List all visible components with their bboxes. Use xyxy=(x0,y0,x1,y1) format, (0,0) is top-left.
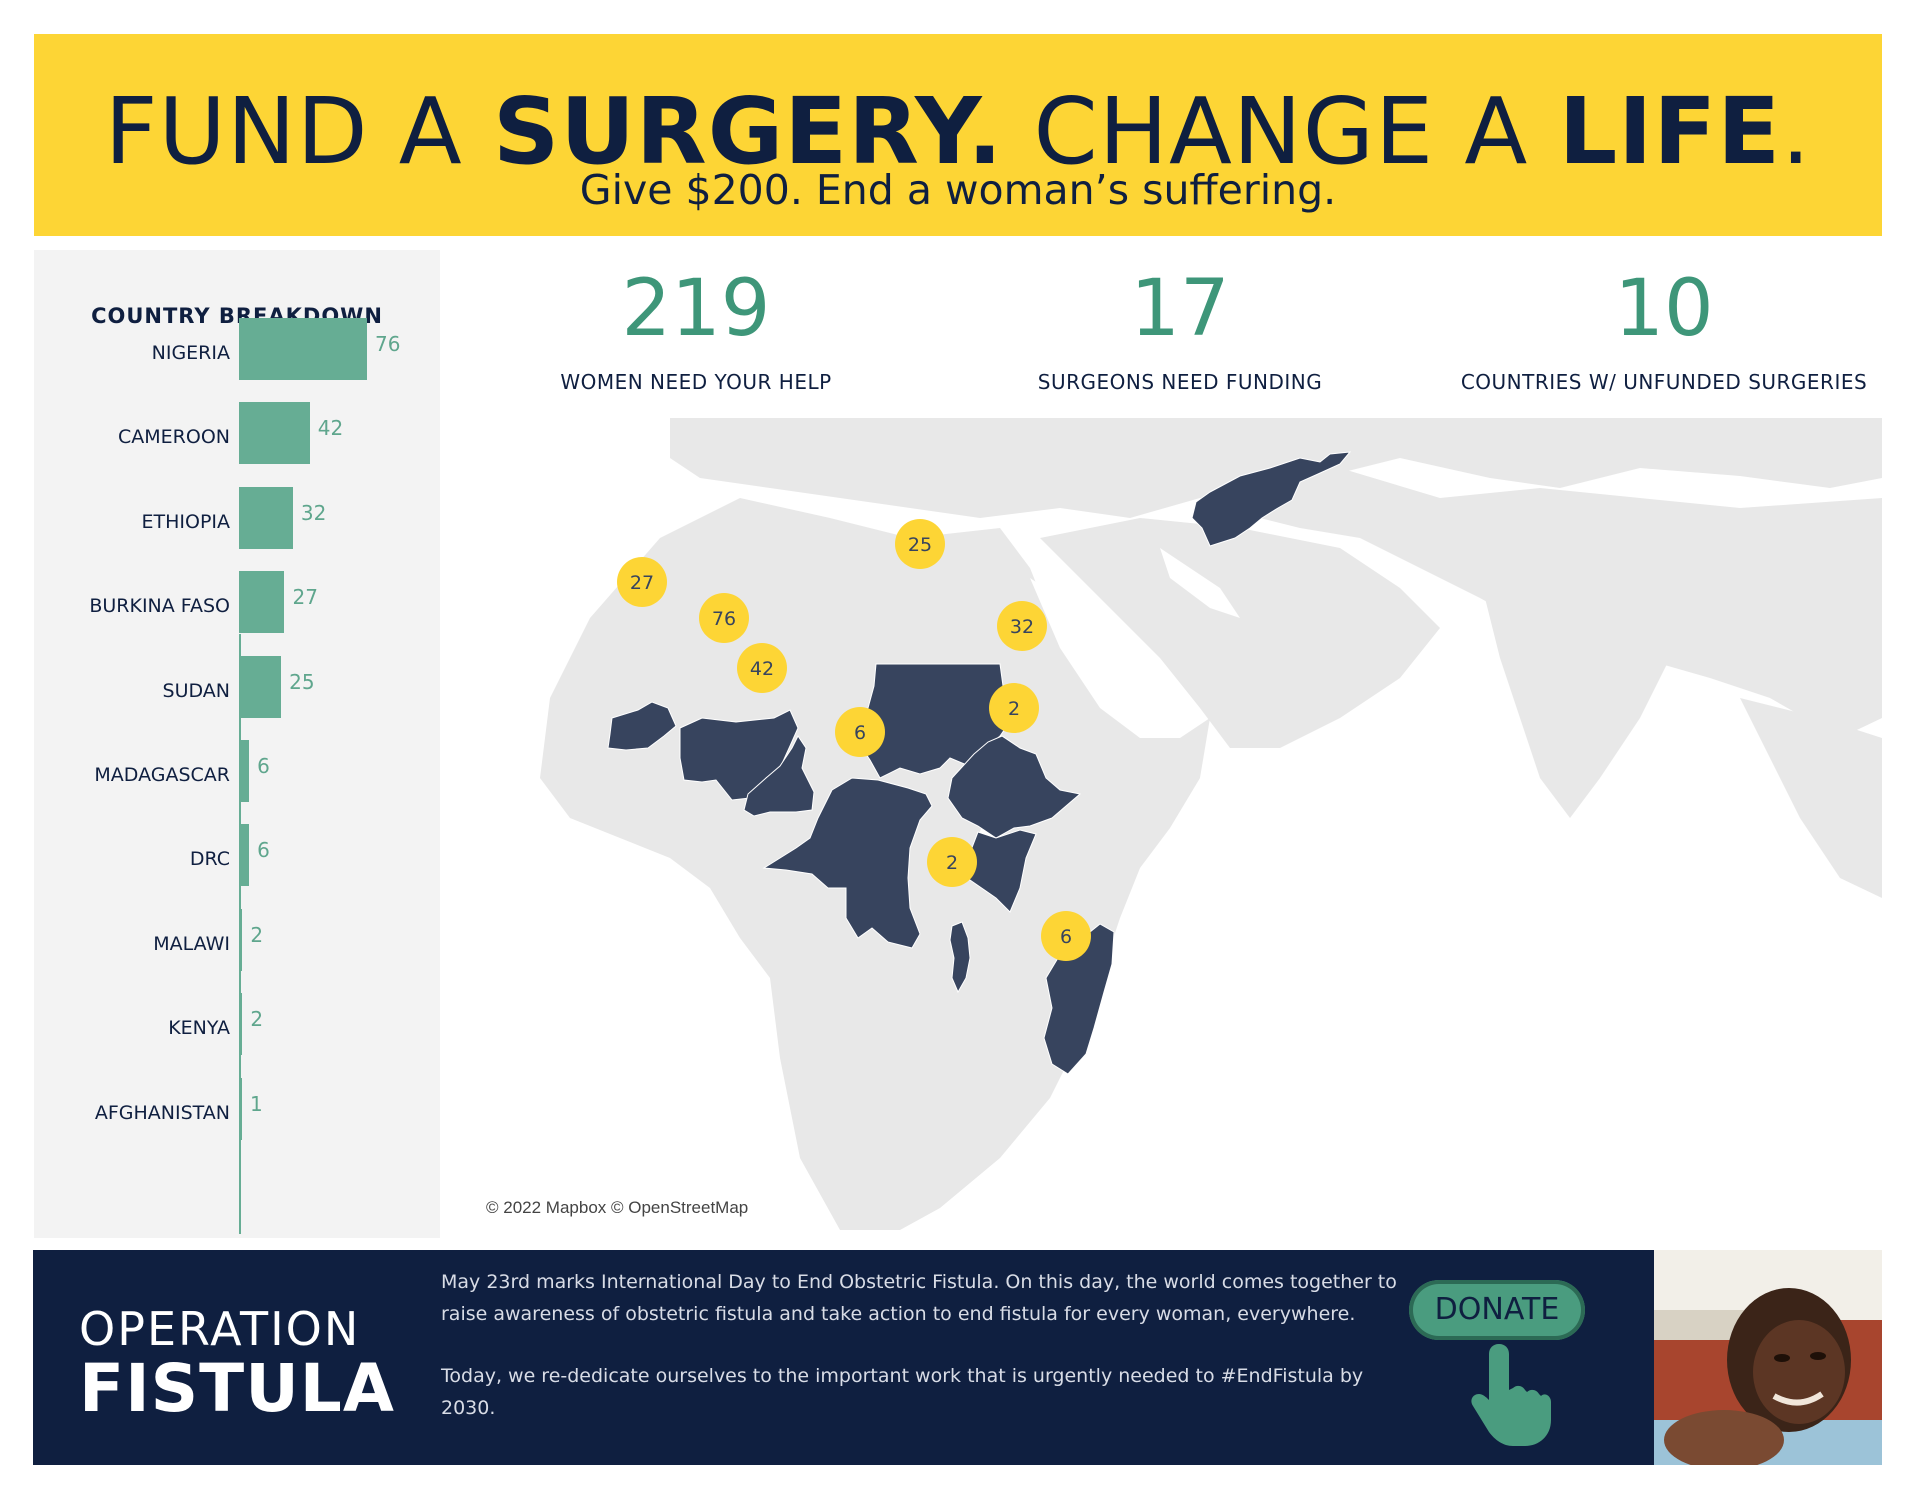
map-marker[interactable] xyxy=(617,557,667,607)
bar-label: KENYA xyxy=(168,1017,230,1040)
bar-row[interactable]: ETHIOPIA 32 xyxy=(34,486,440,571)
kpi-countries-label: COUNTRIES W/ UNFUNDED SURGERIES xyxy=(1460,370,1868,394)
donate-button[interactable]: DONATE xyxy=(1409,1280,1585,1340)
bar-label: BURKINA FASO xyxy=(89,595,230,618)
bar[interactable] xyxy=(239,402,310,465)
footer-paragraph-2: Today, we re-dedicate ourselves to the i… xyxy=(441,1365,1364,1419)
bar-value-label: 27 xyxy=(292,585,318,610)
bar-label: DRC xyxy=(189,848,230,871)
map-marker[interactable] xyxy=(895,519,945,569)
country-cameroon[interactable] xyxy=(743,735,815,817)
bar[interactable] xyxy=(239,1077,242,1140)
bar-value-label: 6 xyxy=(257,754,270,778)
bar-row[interactable]: MALAWI 2 xyxy=(34,908,440,993)
bar-value-label: 2 xyxy=(250,922,264,947)
logo-fistula: FISTULA xyxy=(79,1350,395,1427)
bar-row[interactable]: KENYA 2 xyxy=(34,993,440,1077)
country-breakdown-panel: COUNTRY BREAKDOWN NIGERIA 76 CAMEROON 42 ETH… xyxy=(34,250,440,1238)
country-drc[interactable] xyxy=(762,777,933,949)
bar[interactable] xyxy=(239,824,250,887)
bar-value-label: 76 xyxy=(375,332,401,356)
country-afghanistan[interactable] xyxy=(1191,451,1352,547)
bar-value-label: 42 xyxy=(317,416,344,441)
woman-photo xyxy=(1654,1250,1882,1465)
footer-paragraph-1: May 23rd marks International Day to End … xyxy=(441,1271,1397,1325)
map-marker[interactable] xyxy=(997,601,1047,651)
bar-label: SUDAN xyxy=(162,679,230,702)
kpi-women-label: WOMEN NEED YOUR HELP xyxy=(560,370,832,394)
bar-row[interactable]: DRC 6 xyxy=(34,824,440,908)
bar[interactable] xyxy=(239,486,293,549)
country-malawi[interactable] xyxy=(949,921,971,994)
map-marker-label: 6 xyxy=(1060,926,1072,948)
bar-label: ETHIOPIA xyxy=(141,510,230,533)
map-marker-label: 32 xyxy=(1010,616,1034,638)
map-marker[interactable] xyxy=(699,593,749,643)
bar[interactable] xyxy=(239,993,243,1056)
kpi-countries-value: 10 xyxy=(1614,264,1714,354)
bar-value-label: 1 xyxy=(250,1091,263,1116)
banner-title: FUND A SURGERY. CHANGE A LIFE. xyxy=(104,78,1812,185)
map-markers: 125277632422626 xyxy=(617,519,1091,961)
map-marker-label: 2 xyxy=(1008,698,1020,720)
map-marker[interactable] xyxy=(989,683,1039,733)
bar-row[interactable]: NIGERIA 76 xyxy=(34,318,440,402)
bar-row[interactable]: CAMEROON 42 xyxy=(34,402,440,486)
map-marker[interactable] xyxy=(737,643,787,693)
map-marker[interactable] xyxy=(835,707,885,757)
kpi-surgeons-value: 17 xyxy=(1130,264,1230,354)
footer: OPERATION FISTULA May 23rd marks Interna… xyxy=(33,1250,1882,1465)
country-ethiopia[interactable] xyxy=(947,735,1082,839)
bar-label: NIGERIA xyxy=(151,342,230,364)
bar-value-label: 25 xyxy=(289,669,315,694)
map-highlighted-countries xyxy=(607,451,1352,1075)
map-marker-label: 2 xyxy=(946,852,958,874)
bar-label: CAMEROON xyxy=(118,426,230,449)
bar[interactable] xyxy=(239,318,367,380)
map-marker-label: 27 xyxy=(630,572,654,594)
logo-operation: OPERATION xyxy=(79,1302,361,1356)
map-marker-label: 25 xyxy=(908,534,932,556)
kpi-surgeons: 17 SURGEONS NEED FUNDING xyxy=(940,270,1420,394)
bar[interactable] xyxy=(239,655,282,718)
map-marker-label: 6 xyxy=(854,722,866,744)
bar-value-label: 2 xyxy=(250,1007,264,1032)
header-banner: FUND A SURGERY. CHANGE A LIFE. Give $200… xyxy=(34,34,1882,236)
map-marker[interactable] xyxy=(1041,911,1091,961)
map-marker[interactable] xyxy=(927,837,977,887)
country-madagascar[interactable] xyxy=(1043,923,1115,1075)
bar[interactable] xyxy=(239,740,250,802)
footer-description: May 23rd marks International Day to End … xyxy=(441,1266,1401,1424)
kpi-women-value: 219 xyxy=(621,264,771,354)
map-marker-label: 42 xyxy=(750,658,774,680)
bar[interactable] xyxy=(239,908,243,971)
bar[interactable] xyxy=(239,571,285,634)
pointing-hand-icon[interactable] xyxy=(1469,1342,1551,1446)
kpi-women: 219 WOMEN NEED YOUR HELP xyxy=(456,270,936,394)
bar-row[interactable]: SUDAN 25 xyxy=(34,655,440,740)
bar-label: MALAWI xyxy=(153,932,230,955)
bar-row[interactable]: MADAGASCAR 6 xyxy=(34,740,440,824)
bar-row[interactable]: AFGHANISTAN 1 xyxy=(34,1077,440,1162)
kpi-surgeons-label: SURGEONS NEED FUNDING xyxy=(1037,370,1323,394)
map-svg: 125277632422626 xyxy=(540,418,1882,1230)
country-burkina-faso[interactable] xyxy=(607,701,677,751)
africa-asia-map[interactable]: 125277632422626 © 2022 Mapbox © OpenStre… xyxy=(440,418,1882,1230)
bar-label: MADAGASCAR xyxy=(94,764,230,786)
map-credit[interactable]: © 2022 Mapbox © OpenStreetMap xyxy=(478,1196,757,1220)
bar-row[interactable]: BURKINA FASO 27 xyxy=(34,571,440,655)
bar-value-label: 32 xyxy=(300,500,327,525)
kpi-countries: 10 COUNTRIES W/ UNFUNDED SURGERIES xyxy=(1424,270,1904,394)
bar-label: AFGHANISTAN xyxy=(94,1101,230,1124)
bar-value-label: 6 xyxy=(257,838,270,863)
map-marker-label: 76 xyxy=(712,608,736,630)
banner-subtitle: Give $200. End a woman’s suffering. xyxy=(579,166,1337,214)
country-bar-chart: NIGERIA 76 CAMEROON 42 ETHIOPIA 32 BURKINA FAS… xyxy=(34,250,440,1238)
